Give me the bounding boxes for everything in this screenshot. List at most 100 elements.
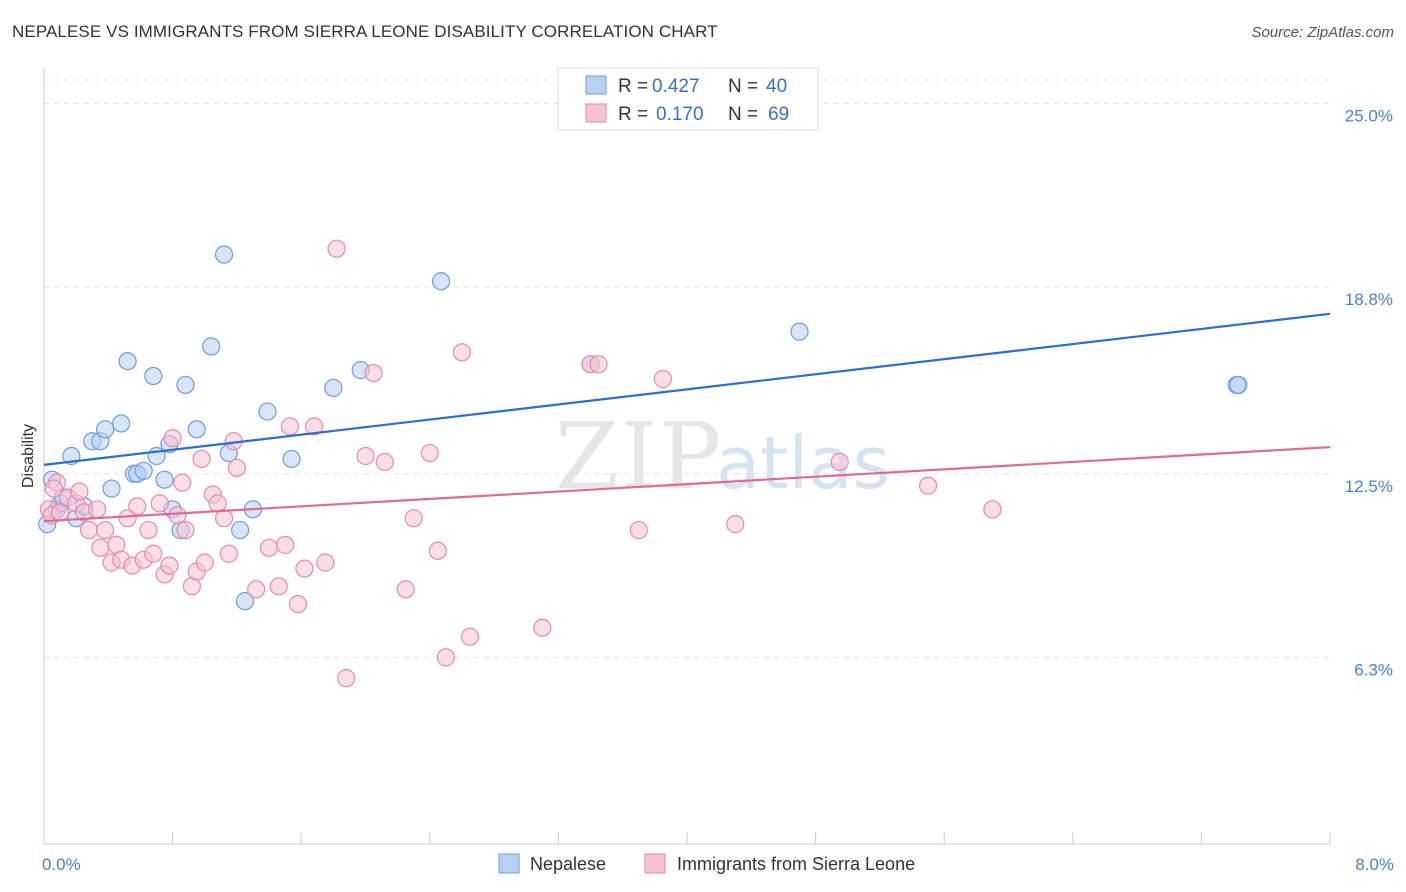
sierra-leone-point-19 [139,520,158,540]
x-tick-label-left: 0.0% [42,855,81,874]
nepalese-point-35 [431,272,451,291]
y-tick-label-3: 6.3% [1354,660,1393,679]
legend-swatch-nepalese [585,75,607,95]
nepalese-point-24 [187,420,206,439]
sierra-leone-point-57 [452,343,472,362]
sierra-leone-point-25 [168,506,187,525]
nepalese-point-39 [1229,375,1248,395]
nepalese-point-29 [235,592,255,611]
nepalese-point-12 [112,414,131,433]
nepalese-point-33 [324,378,343,397]
legend-n-value-2: 69 [768,104,789,125]
watermark-atlas: atlas [716,421,890,505]
sierra-leone-trend-line [43,446,1331,523]
nepalese-point-28 [231,520,250,540]
legend-r-label-2: R = [618,104,648,125]
sierra-leone-point-61 [589,355,608,374]
nepalese-point-13 [118,352,137,371]
sierra-leone-point-58 [460,627,480,646]
sierra-leone-point-37 [227,458,246,477]
bottom-legend-label-sierra-leone: Immigrants from Sierra Leone [677,854,915,874]
sierra-leone-point-38 [247,580,266,599]
sierra-leone-point-21 [150,494,169,513]
sierra-leone-point-10 [91,538,110,557]
sierra-leone-point-6 [70,482,89,501]
sierra-leone-point-3 [50,503,70,522]
sierra-leone-point-11 [95,520,115,540]
sierra-leone-point-39 [259,538,279,557]
sierra-leone-point-31 [195,553,214,572]
sierra-leone-point-42 [280,417,300,436]
sierra-leone-point-49 [356,446,375,466]
nepalese-point-11 [102,479,121,498]
trend-lines [43,312,1331,523]
legend-r-label-1: R = [618,76,648,97]
nepalese-point-17 [144,366,163,386]
nepalese-point-32 [282,449,301,469]
bottom-legend-swatch-nepalese [498,853,520,874]
sierra-leone-point-41 [276,535,295,554]
bottom-legend-label-nepalese: Nepalese [530,854,606,874]
nepalese-point-31 [258,402,277,421]
legend-n-value-1: 40 [766,76,787,97]
nepalese-point-26 [214,245,234,264]
legend-swatch-sierra-leone [585,103,607,123]
legend-n-label-2: N = [728,104,758,125]
sierra-leone-points [39,239,1002,688]
legend-box: R = 0.427 N = 40 R = 0.170 N = 69 [557,67,819,131]
sierra-leone-point-44 [295,559,314,578]
legend-r-value-1: 0.427 [652,76,700,97]
x-tick-label-right: 8.0% [1355,855,1394,874]
sierra-leone-point-17 [128,497,147,516]
sierra-leone-point-52 [396,580,415,599]
sierra-leone-point-8 [79,520,99,540]
nepalese-trend-line [43,312,1331,466]
source-label: Source: ZipAtlas.com [1251,24,1394,41]
sierra-leone-point-64 [726,515,745,534]
sierra-leone-point-15 [118,509,137,528]
nepalese-point-19 [155,470,174,489]
sierra-leone-point-66 [919,476,938,495]
y-tick-label-2: 12.5% [1345,477,1393,496]
sierra-leone-point-56 [436,648,455,667]
nepalese-point-10 [95,420,115,439]
sierra-leone-point-62 [629,520,648,540]
sierra-leone-point-43 [288,594,308,614]
y-axis-label: Disability [20,424,37,488]
bottom-legend-swatch-sierra-leone [644,853,666,874]
y-tick-labels: 25.0% 18.8% 12.5% 6.3% [1345,107,1393,680]
y-tick-label-1: 18.8% [1345,290,1393,309]
sierra-leone-point-53 [404,509,423,528]
sierra-leone-point-26 [173,473,192,492]
nepalese-point-16 [134,461,153,480]
sierra-leone-point-27 [176,520,195,540]
sierra-leone-point-23 [160,556,179,575]
sierra-leone-point-34 [214,509,234,528]
sierra-leone-point-35 [219,544,238,563]
legend-r-value-2: 0.170 [656,104,704,125]
sierra-leone-point-54 [420,443,439,463]
legend-n-label-1: N = [728,76,758,97]
sierra-leone-point-67 [983,500,1002,519]
sierra-leone-point-45 [304,417,324,436]
watermark-zip: ZIP [555,403,723,510]
bottom-legend: Nepalese Immigrants from Sierra Leone [498,853,915,874]
x-tick-marks [43,832,1331,844]
gridlines [44,79,1330,658]
sierra-leone-point-24 [163,429,182,448]
sierra-leone-point-51 [375,452,394,472]
sierra-leone-point-20 [144,544,163,563]
sierra-leone-point-55 [428,541,447,560]
nepalese-point-37 [790,322,809,341]
nepalese-point-23 [176,375,195,395]
y-tick-label-0: 25.0% [1345,107,1393,126]
watermark: ZIP atlas [555,403,890,510]
sierra-leone-point-40 [269,577,288,596]
chart-title: NEPALESE VS IMMIGRANTS FROM SIERRA LEONE… [12,22,718,41]
sierra-leone-point-30 [192,449,211,469]
sierra-leone-point-63 [653,369,672,389]
sierra-leone-point-48 [337,669,356,688]
sierra-leone-point-9 [87,500,107,519]
sierra-leone-point-68 [44,479,63,498]
